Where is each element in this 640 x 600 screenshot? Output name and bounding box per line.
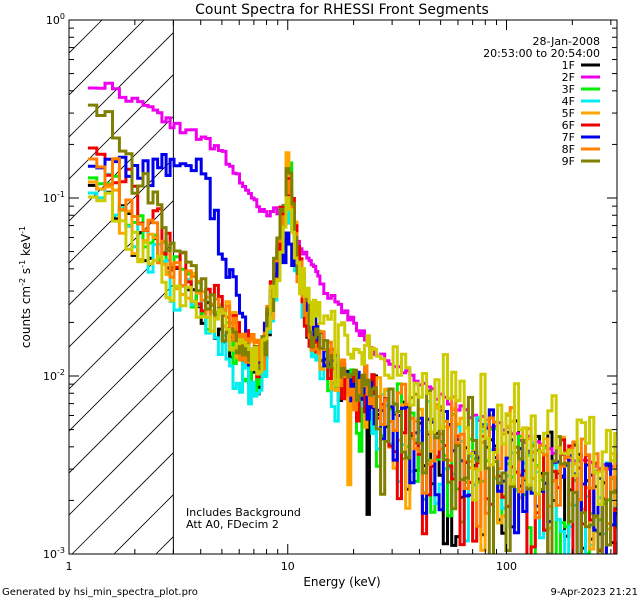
x-tick-label: 1 [66, 560, 73, 573]
legend-label: 5F [562, 107, 575, 120]
hatch-line [69, 410, 174, 516]
legend-label: 9F [562, 155, 575, 168]
series-line-7F [87, 153, 617, 554]
hatch-line [69, 116, 174, 222]
background-note: Includes Background [186, 506, 301, 519]
series-line-9F [87, 103, 617, 554]
footer-timestamp: 9-Apr-2023 21:21 [551, 587, 638, 598]
date-label: 28-Jan-2008 [533, 35, 601, 48]
x-tick-label: 10 [281, 560, 295, 573]
legend-label: 3F [562, 83, 575, 96]
legend-label: 4F [562, 95, 575, 108]
hatch-line [0, 20, 18, 554]
x-axis: 1 10 100 [66, 20, 612, 573]
legend-label: 1F [562, 59, 575, 72]
hatch-line [69, 200, 174, 306]
legend-label: 7F [562, 131, 575, 144]
x-axis-label: Energy (keV) [303, 575, 380, 589]
attenuator-note: Att A0, FDecim 2 [186, 518, 279, 531]
hatch-line [69, 74, 174, 180]
hatch-line [71, 452, 174, 554]
hatch-line [69, 326, 174, 432]
chart-title: Count Spectra for RHESSI Front Segments [195, 2, 489, 18]
footer-generator: Generated by hsi_min_spectra_plot.pro [2, 587, 198, 598]
x-tick-label: 100 [496, 560, 517, 573]
legend-label: 6F [562, 119, 575, 132]
time-range-label: 20:53:00 to 20:54:00 [483, 47, 600, 60]
y-tick-label: 10-2 [43, 368, 65, 383]
legend-label: 2F [562, 71, 575, 84]
y-tick-label: 100 [46, 12, 65, 27]
legend-label: 8F [562, 143, 575, 156]
series-layer [87, 81, 617, 554]
y-tick-label: 10-3 [43, 546, 65, 561]
hatch-line [618, 20, 640, 554]
hatch-line [69, 158, 174, 264]
hatch-line [69, 368, 174, 474]
series-line-extra [87, 191, 617, 506]
y-tick-label: 10-1 [43, 190, 65, 205]
y-axis-label: counts cm-2 s-1 keV-1 [18, 226, 33, 348]
hatch-line [69, 242, 174, 348]
y-axis: 10-3 10-2 10-1 100 [43, 12, 617, 561]
plot-frame [68, 19, 618, 555]
